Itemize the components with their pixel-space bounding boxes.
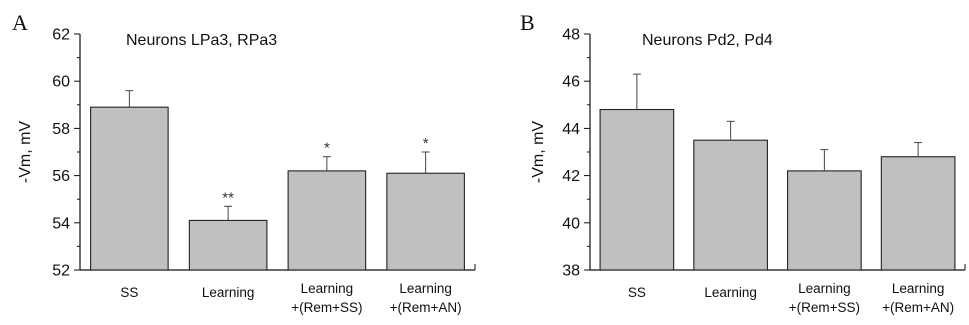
significance-label: ** bbox=[222, 189, 234, 206]
y-axis-label: -Vm, mV bbox=[530, 121, 547, 184]
panel-label: A bbox=[12, 10, 28, 35]
bar bbox=[90, 106, 169, 271]
x-tick-label: +(Rem+AN) bbox=[390, 300, 462, 315]
x-tick-label: Learning bbox=[399, 281, 452, 296]
x-tick-label: Learning bbox=[301, 281, 354, 296]
x-tick-label: +(Rem+AN) bbox=[882, 300, 954, 315]
y-tick-label: 58 bbox=[52, 121, 70, 138]
y-tick-label: 48 bbox=[562, 27, 580, 44]
y-tick-label: 38 bbox=[562, 263, 580, 280]
x-tick-label: Learning bbox=[892, 281, 945, 296]
bar bbox=[188, 219, 268, 271]
panel-label: B bbox=[520, 10, 535, 35]
y-tick-label: 40 bbox=[562, 215, 580, 232]
x-tick-label: Learning bbox=[798, 281, 851, 296]
y-tick-label: 56 bbox=[52, 168, 70, 185]
x-tick-label: +(Rem+SS) bbox=[291, 300, 362, 315]
y-tick-label: 52 bbox=[52, 263, 70, 280]
x-tick-label: Learning bbox=[704, 285, 757, 300]
chart-title: Neurons Pd2, Pd4 bbox=[642, 32, 773, 49]
bar bbox=[787, 170, 862, 271]
chart-panel-a: A Neurons LPa3, RPa3 -Vm, mV 52 54 56 58 60 62 SS… bbox=[12, 10, 476, 315]
x-tick-label: SS bbox=[628, 285, 646, 300]
x-tick-label: +(Rem+SS) bbox=[789, 300, 860, 315]
chart-panel-b: B Neurons Pd2, Pd4 -Vm, mV 38 40 42 44 46 48 SS Le… bbox=[520, 10, 966, 315]
bar bbox=[386, 172, 465, 271]
y-axis-label: -Vm, mV bbox=[17, 121, 34, 184]
significance-label: * bbox=[423, 135, 429, 152]
bar bbox=[693, 139, 768, 271]
y-tick-label: 46 bbox=[562, 74, 580, 91]
significance-label: * bbox=[324, 140, 330, 157]
y-tick-label: 54 bbox=[52, 215, 70, 232]
bar bbox=[287, 170, 367, 271]
x-tick-label: Learning bbox=[202, 285, 255, 300]
x-tick-label: SS bbox=[120, 285, 138, 300]
y-tick-label: 42 bbox=[562, 168, 580, 185]
chart-title: Neurons LPa3, RPa3 bbox=[126, 32, 277, 49]
y-tick-label: 44 bbox=[562, 121, 580, 138]
y-tick-label: 62 bbox=[52, 27, 70, 44]
bar bbox=[599, 108, 675, 271]
y-tick-label: 60 bbox=[52, 74, 70, 91]
bar bbox=[880, 156, 956, 271]
